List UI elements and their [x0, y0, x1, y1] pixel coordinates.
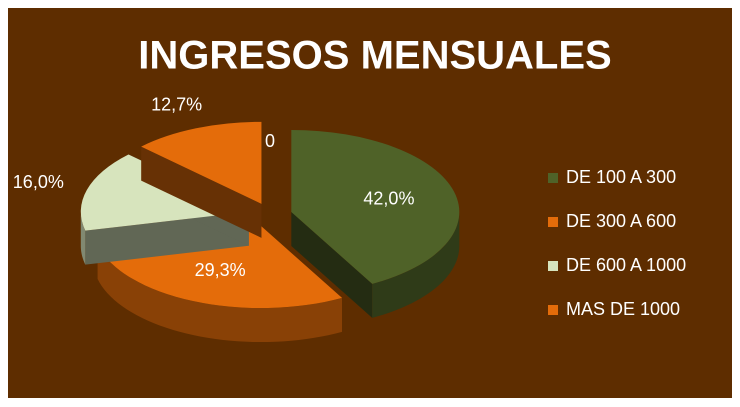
- slice-top: [291, 129, 460, 284]
- slice: [141, 121, 262, 238]
- legend-label: DE 300 A 600: [566, 211, 676, 231]
- legend-marker: [548, 261, 558, 271]
- data-label: 42,0%: [363, 189, 414, 209]
- data-label: 12,7%: [151, 94, 202, 114]
- pie: [80, 121, 460, 343]
- slice-top: [141, 121, 262, 204]
- legend-marker: [548, 173, 558, 183]
- slice-side: [141, 146, 262, 238]
- legend-label: DE 100 A 300: [566, 167, 676, 187]
- slice-rim: [372, 211, 460, 318]
- legend-marker: [548, 305, 558, 315]
- chart-title: INGRESOS MENSUALES: [138, 34, 611, 78]
- legend-marker: [548, 217, 558, 227]
- slice-rim: [80, 211, 86, 265]
- data-label: 29,3%: [195, 260, 246, 280]
- data-label: 16,0%: [13, 172, 64, 192]
- legend-label: MAS DE 1000: [566, 299, 680, 319]
- slice-rim: [97, 244, 343, 343]
- data-label: 0: [265, 131, 275, 151]
- legend-label: DE 600 A 1000: [566, 255, 686, 275]
- slice-side: [291, 211, 373, 318]
- slice: [291, 129, 460, 318]
